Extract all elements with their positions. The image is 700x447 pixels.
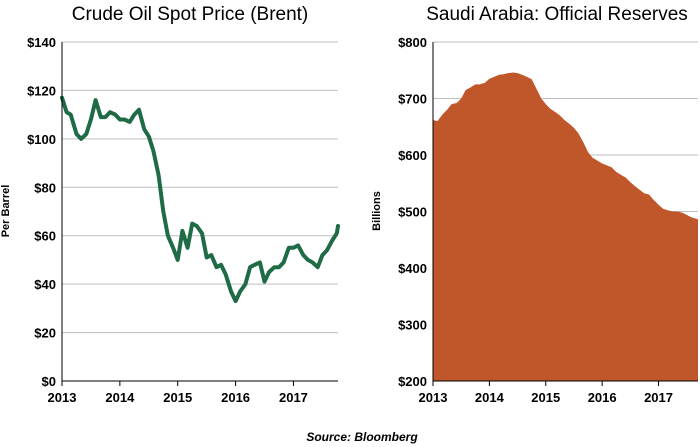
x-tick-label: 2014 [475, 390, 505, 405]
x-tick-label: 2014 [105, 390, 135, 405]
y-tick-label: $600 [398, 148, 427, 163]
y-tick-label: $700 [398, 92, 427, 107]
y-tick-label: $40 [34, 277, 56, 292]
reserves-chart: Saudi Arabia: Official Reserves Billions… [371, 4, 698, 405]
y-axis-label: Per Barrel [0, 185, 12, 238]
x-tick-label: 2016 [588, 390, 617, 405]
y-tick-label: $120 [27, 83, 56, 98]
y-tick-label: $300 [398, 318, 427, 333]
x-tick-label: 2017 [279, 390, 308, 405]
y-tick-label: $60 [34, 229, 56, 244]
y-tick-label: $800 [398, 35, 427, 50]
oil-price-chart: Crude Oil Spot Price (Brent) Per Barrel … [0, 4, 340, 405]
y-tick-label: $100 [27, 132, 56, 147]
y-tick-label: $140 [27, 35, 56, 50]
x-tick-label: 2015 [531, 390, 560, 405]
chart-title: Crude Oil Spot Price (Brent) [72, 4, 309, 25]
y-tick-label: $400 [398, 261, 427, 276]
x-tick-label: 2017 [644, 390, 673, 405]
chart-title: Saudi Arabia: Official Reserves [426, 4, 688, 25]
y-tick-label: $80 [34, 180, 56, 195]
y-tick-label: $0 [42, 374, 56, 389]
x-tick-label: 2016 [221, 390, 250, 405]
x-tick-label: 2013 [419, 390, 448, 405]
x-tick-label: 2015 [163, 390, 192, 405]
reserves-area [433, 72, 698, 381]
price-line [60, 95, 340, 304]
y-tick-label: $20 [34, 326, 56, 341]
y-axis-label: Billions [371, 191, 383, 231]
x-tick-label: 2013 [48, 390, 77, 405]
source-note: Source: Bloomberg [306, 430, 418, 444]
y-tick-label: $500 [398, 205, 427, 220]
y-tick-label: $200 [398, 374, 427, 389]
